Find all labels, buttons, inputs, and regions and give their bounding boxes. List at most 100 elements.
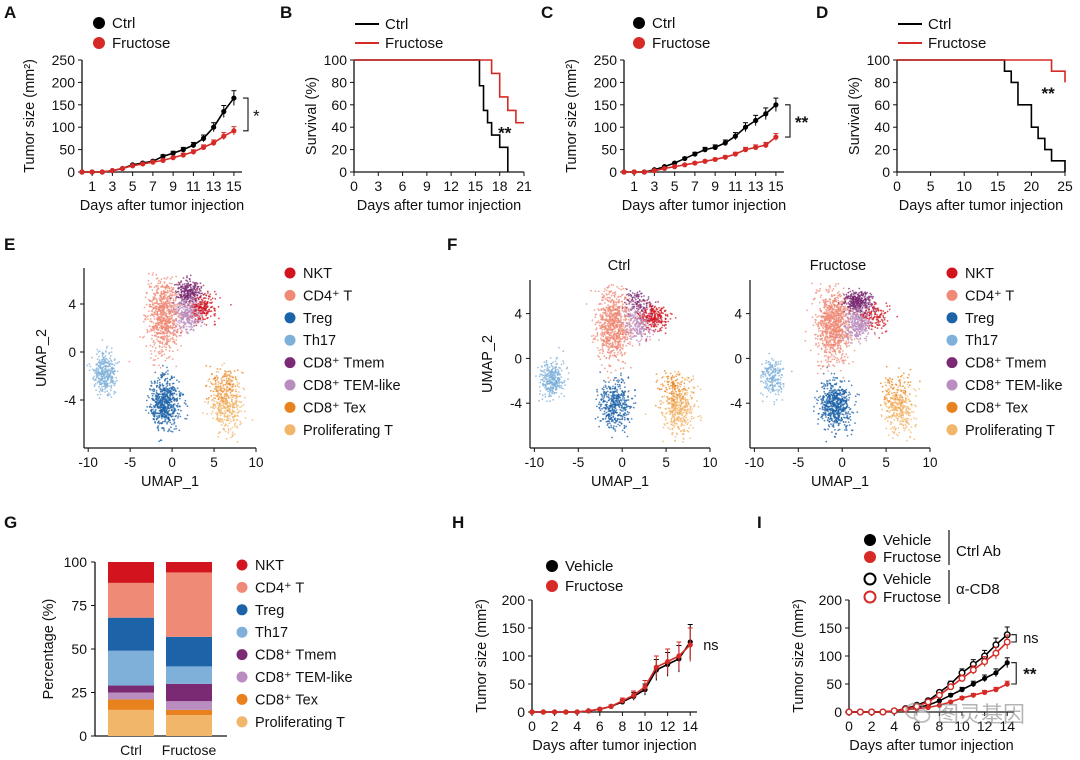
umap-point-2 bbox=[619, 414, 621, 417]
umap-point-1 bbox=[611, 323, 613, 325]
legend-marker bbox=[284, 289, 296, 301]
umap-point-2 bbox=[622, 410, 624, 412]
umap-point-3 bbox=[96, 363, 98, 365]
significance-label: * bbox=[253, 107, 260, 126]
umap-point-1 bbox=[157, 291, 160, 294]
umap-point-1 bbox=[624, 326, 626, 329]
data-point bbox=[160, 157, 166, 163]
umap-point-5 bbox=[188, 318, 191, 320]
umap-point-2 bbox=[624, 401, 626, 404]
umap-point-2 bbox=[157, 417, 159, 419]
data-point bbox=[763, 111, 769, 117]
umap-point-2 bbox=[158, 381, 161, 384]
umap-point-1 bbox=[623, 353, 626, 356]
umap-point-2 bbox=[610, 391, 613, 394]
umap-point-2 bbox=[620, 372, 622, 375]
umap-point-2 bbox=[166, 380, 169, 383]
umap-point-1 bbox=[617, 347, 620, 349]
umap-point-2 bbox=[159, 412, 162, 415]
umap-point-1 bbox=[162, 335, 165, 338]
umap-point-1 bbox=[153, 318, 156, 320]
umap-point-1 bbox=[160, 342, 163, 344]
umap-point-5 bbox=[178, 308, 181, 310]
umap-point-4 bbox=[187, 286, 190, 289]
data-point bbox=[692, 151, 698, 157]
umap-point-1 bbox=[615, 298, 618, 300]
umap-point-0 bbox=[195, 310, 197, 313]
umap-point-2 bbox=[609, 387, 612, 390]
panel-letter-A: A bbox=[4, 3, 16, 22]
umap-point-2 bbox=[602, 388, 605, 391]
umap-point-2 bbox=[159, 387, 162, 389]
umap-point-1 bbox=[615, 313, 618, 316]
umap-point-2 bbox=[158, 414, 161, 417]
umap-point-2 bbox=[618, 394, 620, 396]
umap-point-1 bbox=[618, 298, 620, 301]
umap-point-0 bbox=[664, 321, 667, 324]
umap-point-7 bbox=[222, 407, 225, 409]
umap-point-2 bbox=[613, 425, 615, 427]
umap-point-1 bbox=[165, 337, 168, 339]
y-tick-label: -4 bbox=[510, 396, 522, 411]
umap-point-7 bbox=[215, 371, 218, 373]
umap-point-3 bbox=[104, 373, 106, 376]
umap-point-6 bbox=[212, 390, 215, 393]
umap-point-2 bbox=[599, 409, 602, 412]
legend-marker bbox=[284, 379, 296, 391]
umap-point-0 bbox=[210, 302, 213, 305]
umap-point-1 bbox=[161, 346, 164, 349]
umap-point-1 bbox=[148, 298, 150, 301]
significance-bracket bbox=[785, 104, 791, 138]
umap-point-1 bbox=[604, 312, 607, 314]
umap-point-2 bbox=[605, 392, 608, 394]
umap-point-2 bbox=[623, 424, 626, 427]
umap-point-1 bbox=[155, 273, 158, 276]
umap-point-1 bbox=[608, 357, 611, 360]
umap-point-3 bbox=[104, 382, 107, 385]
umap-point-2 bbox=[172, 393, 174, 396]
umap-point-3 bbox=[101, 386, 103, 388]
umap-point-2 bbox=[613, 379, 615, 382]
umap-point-2 bbox=[619, 424, 621, 427]
umap-point-2 bbox=[616, 383, 619, 386]
umap-point-1 bbox=[156, 312, 159, 315]
umap-point-4 bbox=[187, 301, 190, 303]
umap-point-1 bbox=[610, 300, 613, 302]
umap-point-5 bbox=[198, 320, 200, 323]
umap-point-7 bbox=[244, 396, 246, 399]
umap-point-2 bbox=[612, 390, 614, 393]
umap-point-1 bbox=[619, 332, 622, 334]
legend-marker bbox=[284, 424, 296, 436]
umap-point-7 bbox=[221, 420, 224, 423]
umap-point-2 bbox=[184, 417, 187, 420]
umap-point-6 bbox=[216, 378, 219, 381]
umap-point-1 bbox=[614, 307, 617, 310]
x-tick-label: 7 bbox=[691, 178, 699, 194]
umap-point-4 bbox=[181, 285, 184, 288]
umap-point-3 bbox=[103, 356, 106, 359]
umap-point-2 bbox=[160, 374, 162, 376]
umap-point-7 bbox=[223, 372, 226, 375]
umap-point-5 bbox=[189, 306, 192, 309]
umap-point-3 bbox=[96, 369, 99, 372]
umap-point-4 bbox=[177, 286, 180, 289]
umap-point-7 bbox=[220, 409, 223, 412]
umap-point-1 bbox=[159, 330, 162, 332]
umap-point-1 bbox=[150, 320, 153, 323]
umap-point-0 bbox=[657, 300, 659, 303]
umap-point-2 bbox=[613, 393, 615, 396]
umap-point-7 bbox=[236, 412, 239, 414]
umap-point-3 bbox=[96, 381, 99, 384]
umap-point-2 bbox=[151, 394, 154, 397]
umap-point-1 bbox=[611, 317, 613, 319]
umap-point-2 bbox=[156, 415, 158, 418]
umap-point-5 bbox=[181, 317, 184, 320]
umap-point-2 bbox=[178, 405, 181, 407]
umap-point-2 bbox=[171, 430, 174, 433]
umap-point-2 bbox=[165, 390, 168, 393]
umap-point-4 bbox=[189, 280, 192, 283]
umap-point-1 bbox=[595, 313, 598, 316]
umap-point-1 bbox=[154, 342, 156, 344]
umap-point-5 bbox=[178, 319, 181, 322]
umap-point-1 bbox=[158, 350, 161, 353]
